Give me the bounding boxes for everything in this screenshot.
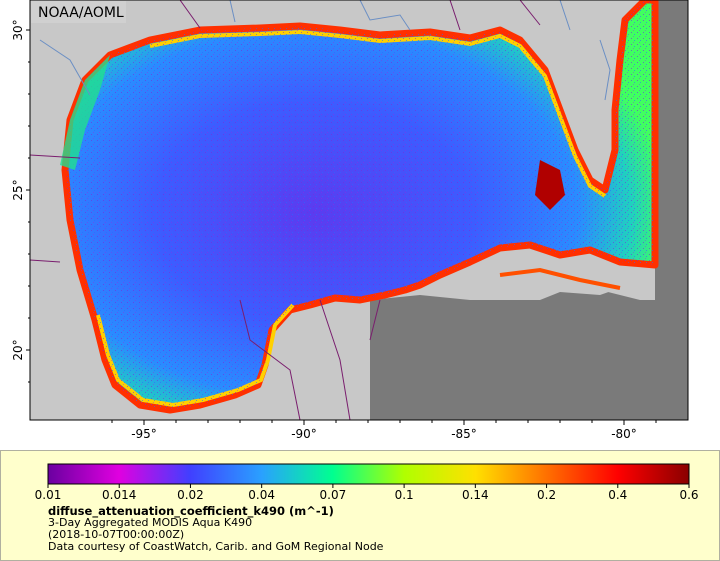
longitude-axis: -95° -90° -85° -80° [111,420,657,441]
data-credit: Data courtesy of CoastWatch, Carib. and … [48,540,384,553]
latitude-axis: 30° 25° 20° [11,19,30,383]
colorbar-ticks: 0.01 0.014 0.02 0.04 0.07 0.1 0.14 0.2 0.4 0.6 [35,484,699,502]
lon-label-80w: -80° [611,427,637,441]
map-frame [29,0,689,421]
colorbar-bar [47,463,690,485]
map-image: 30° 25° 20° -95° -90° -85° [11,0,689,441]
colorbar: 0.01 0.014 0.02 0.04 0.07 0.1 0.14 0.2 0.4 0.6 [35,463,699,502]
ocean-texture [65,0,655,410]
variable-name: diffuse_attenuation_coefficient_k490 (m^… [48,504,334,518]
high-k490-patch-florida [535,160,565,210]
colorbar-label: 0.2 [537,488,556,502]
coastal-green-band-west [60,55,110,170]
colorbar-label: 0.1 [395,488,414,502]
legend-panel: 0.01 0.014 0.02 0.04 0.07 0.1 0.14 0.2 0.4 0.6 di… [0,450,720,561]
colorbar-label: 0.4 [608,488,627,502]
political-borders [29,0,541,421]
colorbar-label: 0.01 [35,488,62,502]
lat-label-20: 20° [11,339,25,360]
rivers [39,0,611,101]
lon-label-95w: -95° [131,427,157,441]
no-data-region-caribbean [370,290,688,420]
lon-label-85w: -85° [451,427,477,441]
lat-label-25: 25° [11,179,25,200]
watermark-text: NOAA/AOML [38,5,124,21]
map-panel: 30° 25° 20° -95° -90° -85° [11,0,689,441]
dataset-name: 3-Day Aggregated MODIS Aqua K490 [48,516,253,529]
dataset-time: (2018-10-07T00:00:00Z) [48,528,185,541]
lat-label-30: 30° [11,19,25,40]
colorbar-label: 0.6 [679,488,698,502]
colorbar-label: 0.07 [320,488,347,502]
watermark-box [31,1,126,23]
colorbar-label: 0.14 [462,488,489,502]
lon-label-90w: -90° [291,427,317,441]
colorbar-label: 0.02 [177,488,204,502]
colorbar-label: 0.014 [102,488,136,502]
cuba-north-coast-band [499,267,621,290]
cuba-island [500,270,620,295]
colorbar-label: 0.04 [248,488,275,502]
